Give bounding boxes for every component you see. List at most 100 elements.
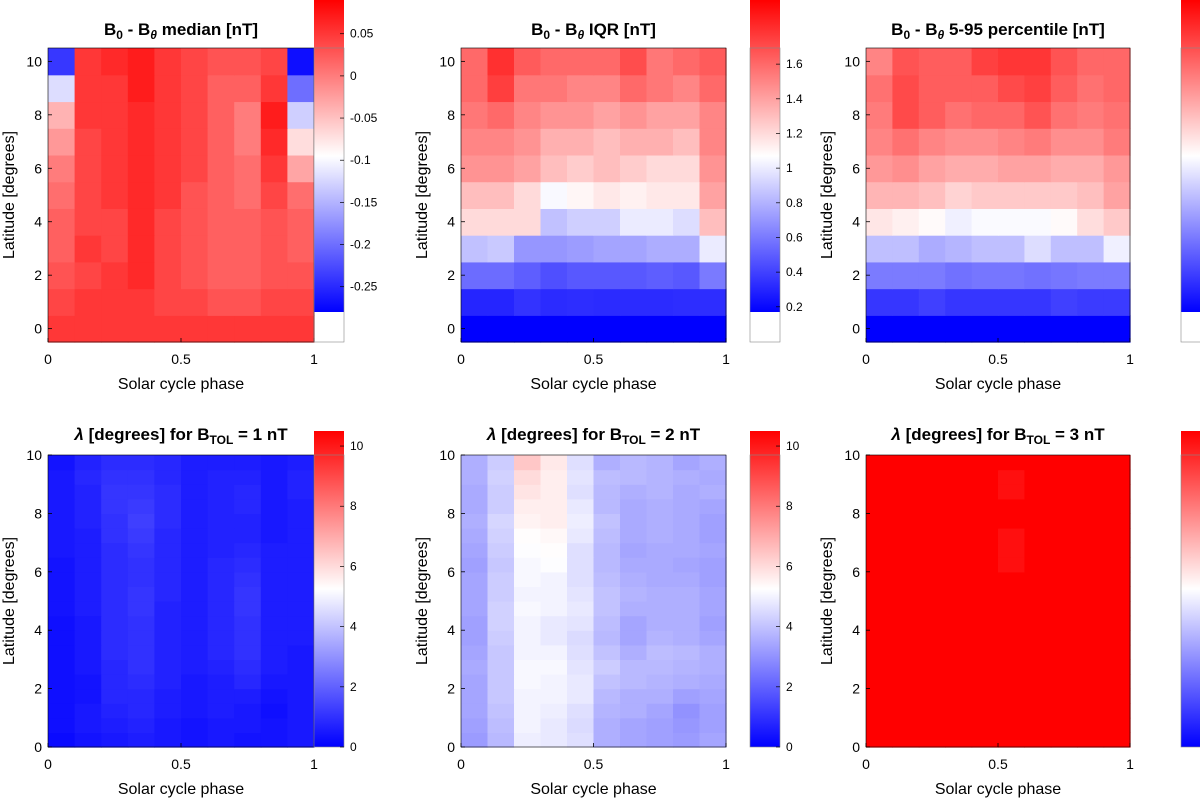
y-tick-label: 6 xyxy=(852,160,860,176)
heatmap-cell xyxy=(945,557,973,573)
heatmap-cell xyxy=(866,235,893,263)
heatmap-cell xyxy=(48,181,76,209)
heatmap-cell xyxy=(101,455,129,471)
heatmap-cell xyxy=(1103,601,1131,617)
heatmap-cell xyxy=(74,644,102,660)
heatmap-cell xyxy=(998,235,1025,263)
heatmap-cell xyxy=(567,703,595,719)
heatmap-cell xyxy=(866,630,893,646)
y-tick-label: 6 xyxy=(852,564,860,580)
heatmap-cell xyxy=(998,557,1025,573)
heatmap-cell xyxy=(487,557,515,573)
heatmap-cell xyxy=(461,528,489,544)
heatmap-cell xyxy=(260,128,288,156)
heatmap-cell xyxy=(461,513,489,529)
heatmap-cell xyxy=(1024,498,1052,514)
heatmap-cell xyxy=(540,615,568,631)
heatmap-cell xyxy=(1024,261,1052,290)
heatmap-cell xyxy=(971,235,999,263)
heatmap-cell xyxy=(260,732,288,748)
heatmap-cell xyxy=(646,498,674,514)
heatmap-cell xyxy=(540,732,568,748)
colorbar: 0.05 0 -0.05 -0.1 -0.15 -0.2 -0.25 xyxy=(313,0,378,343)
heatmap-cell xyxy=(1050,557,1078,573)
heatmap-cell xyxy=(127,674,155,690)
heatmap-cell xyxy=(154,586,182,602)
x-axis-label: Solar cycle phase xyxy=(530,781,656,798)
heatmap-cell xyxy=(593,261,621,290)
heatmap-cell xyxy=(540,101,568,129)
heatmap-cell xyxy=(673,154,701,183)
heatmap-cell xyxy=(918,181,946,209)
heatmap-cell xyxy=(673,528,701,544)
heatmap-cell xyxy=(971,674,999,690)
heatmap-cell xyxy=(101,615,129,631)
heatmap-cell xyxy=(620,101,648,129)
heatmap-cell xyxy=(1077,154,1105,183)
heatmap-cell xyxy=(866,208,893,236)
heatmap-cell xyxy=(998,513,1025,529)
heatmap-cell xyxy=(154,542,182,558)
y-tick-label: 2 xyxy=(852,267,860,283)
heatmap-cell xyxy=(1024,703,1052,719)
heatmap-cell xyxy=(154,261,182,290)
heatmap-cell xyxy=(207,659,235,675)
heatmap-cell xyxy=(971,315,999,343)
heatmap-cell xyxy=(540,498,568,514)
heatmap-cell xyxy=(48,315,76,343)
heatmap-cell xyxy=(127,154,155,183)
heatmap-cell xyxy=(514,630,542,646)
heatmap-cell xyxy=(892,528,920,544)
heatmap-cell xyxy=(945,601,973,617)
heatmap-cell xyxy=(620,208,648,236)
heatmap-cell xyxy=(971,484,999,500)
heatmap-cell xyxy=(287,261,315,290)
heatmap-cell xyxy=(181,630,209,646)
heatmap-cell xyxy=(181,732,209,748)
heatmap-cell xyxy=(1077,542,1105,558)
heatmap-cell xyxy=(593,703,621,719)
heatmap-cell xyxy=(260,542,288,558)
heatmap-cell xyxy=(918,484,946,500)
heatmap-cell xyxy=(540,48,568,76)
heatmap-cell xyxy=(1024,528,1052,544)
heatmap-cell xyxy=(918,513,946,529)
colorbar: 1.6 1.4 1.2 1 0.8 0.6 0.4 0.2 xyxy=(749,0,803,343)
heatmap-cell xyxy=(514,181,542,209)
heatmap-cell xyxy=(567,208,595,236)
heatmap-cell xyxy=(234,48,262,76)
heatmap-cell xyxy=(461,455,489,471)
heatmap-cell xyxy=(1103,528,1131,544)
heatmap-cell xyxy=(74,717,102,733)
heatmap-cell xyxy=(101,601,129,617)
y-tick-label: 2 xyxy=(447,267,455,283)
heatmap-cell xyxy=(918,455,946,471)
y-axis-label: Latitude [degrees] xyxy=(819,131,836,259)
heatmap-cell xyxy=(971,630,999,646)
heatmap-cell xyxy=(1077,261,1105,290)
heatmap-cell xyxy=(918,542,946,558)
heatmap-cell xyxy=(48,513,76,529)
heatmap-cell xyxy=(620,315,648,343)
heatmap-cell xyxy=(567,181,595,209)
heatmap-cell xyxy=(699,601,727,617)
colorbar: 10 8 6 4 2 0 xyxy=(749,431,800,754)
heatmap-cell xyxy=(620,498,648,514)
heatmap-cell xyxy=(918,261,946,290)
heatmap-cell xyxy=(48,235,76,263)
heatmap-cell xyxy=(207,74,235,103)
heatmap-cell xyxy=(48,717,76,733)
heatmap-cell xyxy=(154,659,182,675)
heatmap-cell xyxy=(74,630,102,646)
heatmap-cell xyxy=(971,455,999,471)
heatmap-cell xyxy=(998,128,1025,156)
heatmap-cell xyxy=(620,74,648,103)
heatmap-cell xyxy=(461,557,489,573)
heatmap-cell xyxy=(593,235,621,263)
heatmap-cell xyxy=(646,128,674,156)
heatmap-cell xyxy=(127,688,155,704)
heatmap-cell xyxy=(101,717,129,733)
heatmap-cell xyxy=(1103,688,1131,704)
